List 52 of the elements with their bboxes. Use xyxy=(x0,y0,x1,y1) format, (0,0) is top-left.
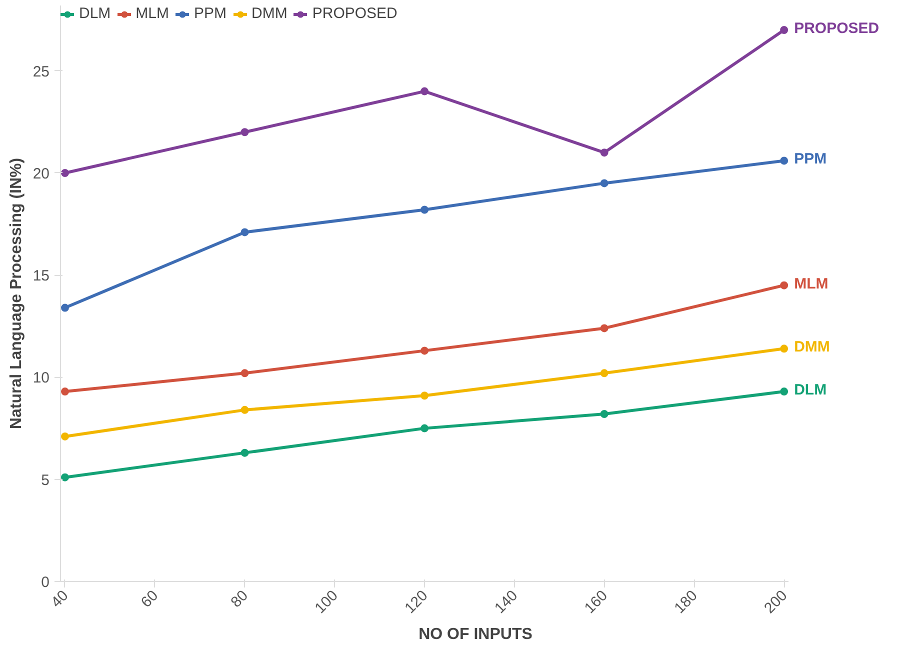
point xyxy=(780,388,788,396)
y-tick-label: 15 xyxy=(32,268,50,285)
point xyxy=(240,128,249,136)
point xyxy=(60,473,69,482)
point xyxy=(600,179,608,188)
point xyxy=(240,228,249,236)
x-tick-label: 40 xyxy=(48,587,72,612)
point xyxy=(600,369,608,378)
point xyxy=(60,432,69,440)
point xyxy=(600,410,608,418)
point xyxy=(600,324,608,332)
point xyxy=(420,346,429,355)
text: PPM xyxy=(794,150,827,168)
x-tick-label: 180 xyxy=(671,587,701,617)
y-tick-label: 5 xyxy=(41,472,50,489)
x-tick-label: 200 xyxy=(761,587,791,617)
point xyxy=(420,392,429,400)
point xyxy=(780,26,788,34)
text: MLM xyxy=(794,275,828,292)
point xyxy=(780,281,788,290)
point xyxy=(240,406,249,414)
point xyxy=(60,388,69,396)
legend-label: DMM xyxy=(252,5,288,22)
y-tick-label: 10 xyxy=(32,370,50,387)
point xyxy=(600,148,608,157)
x-tick-label: 60 xyxy=(138,587,162,612)
y-tick-label: 25 xyxy=(32,63,50,80)
text: DMM xyxy=(794,338,830,356)
y-tick-label: 0 xyxy=(41,574,50,591)
x-tick-label: 160 xyxy=(581,587,612,617)
x-axis-title: NO OF INPUTS xyxy=(418,626,533,643)
y-axis-title: Natural Language Processing (IN%) xyxy=(8,158,25,430)
legend-label: PPM xyxy=(194,5,227,22)
point xyxy=(240,448,249,457)
point xyxy=(420,424,429,432)
x-tick-label: 100 xyxy=(312,587,342,617)
x-tick-label: 80 xyxy=(228,587,252,612)
x-tick-label: 140 xyxy=(491,587,522,617)
x-tick-label: 120 xyxy=(402,587,432,617)
point xyxy=(780,344,788,353)
legend-label: PROPOSED xyxy=(312,5,398,22)
point xyxy=(240,369,249,378)
text: DLM xyxy=(794,382,827,399)
point xyxy=(420,87,429,96)
point xyxy=(60,304,69,312)
y-tick-label: 20 xyxy=(32,165,50,182)
text: PROPOSED xyxy=(794,20,880,38)
point xyxy=(420,206,429,214)
point xyxy=(60,168,69,177)
legend-label: DLM xyxy=(79,5,111,22)
legend-label: MLM xyxy=(136,5,170,22)
point xyxy=(780,156,788,165)
